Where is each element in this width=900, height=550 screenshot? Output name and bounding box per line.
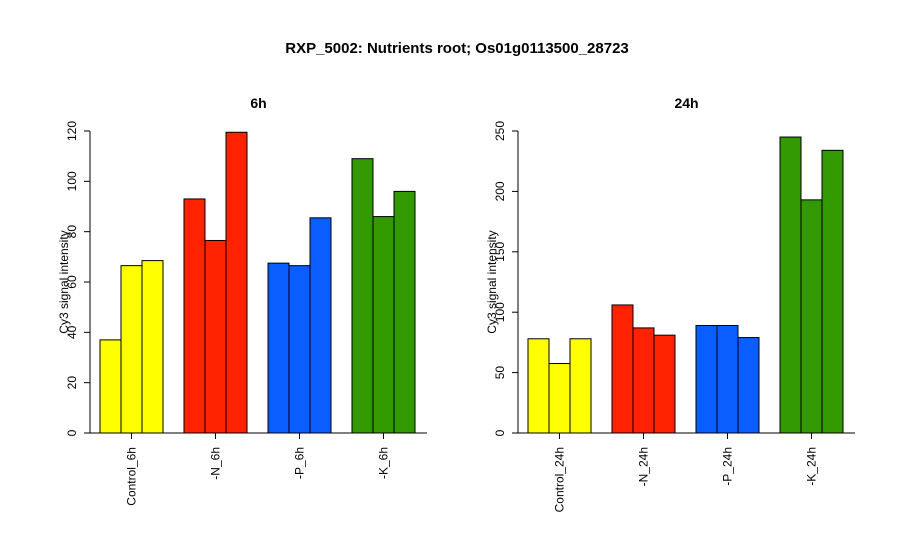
bar--N_6h-2 (204, 239, 227, 434)
bar-Control_24h-2 (548, 363, 571, 434)
y-tick-label: 100 (65, 171, 79, 191)
y-tick-label: 100 (493, 302, 507, 322)
bar-Control_6h-2 (120, 265, 143, 434)
bar--K_24h-1 (779, 136, 802, 434)
y-tick-label: 120 (65, 121, 79, 141)
bar--N_24h-1 (611, 304, 634, 434)
y-tick-label: 60 (65, 275, 79, 289)
y-tick-label: 0 (493, 429, 507, 436)
bar--P_24h-1 (695, 324, 718, 434)
x-tick-label: -P_24h (721, 447, 735, 486)
x-tick-label: -K_6h (377, 447, 391, 479)
bar--K_24h-3 (821, 149, 844, 434)
bar-Control_24h-3 (569, 338, 592, 434)
bar--P_6h-1 (267, 262, 290, 434)
bar-Control_24h-1 (527, 338, 550, 434)
y-tick-label: 150 (493, 241, 507, 261)
bar--N_6h-1 (183, 198, 206, 434)
bar--K_6h-3 (393, 190, 416, 434)
bar--K_6h-2 (372, 216, 395, 434)
bar--K_24h-2 (800, 199, 823, 434)
y-tick-label: 250 (493, 121, 507, 141)
panel-title: 24h (674, 95, 698, 111)
x-tick-label: -N_6h (209, 447, 223, 480)
bar--K_6h-1 (351, 158, 374, 434)
panel-title: 6h (250, 95, 266, 111)
bar-Control_6h-1 (99, 339, 122, 434)
bar--P_6h-2 (288, 265, 311, 434)
y-axis-label: Cy3 signal intensity (485, 230, 499, 333)
y-tick-label: 200 (493, 181, 507, 201)
x-tick-label: -K_24h (805, 447, 819, 486)
bar-Control_6h-3 (141, 260, 164, 434)
bar--P_6h-3 (309, 217, 332, 434)
y-tick-label: 20 (65, 376, 79, 390)
y-tick-label: 40 (65, 325, 79, 339)
x-tick-label: -P_6h (293, 447, 307, 479)
bar--P_24h-2 (716, 324, 739, 434)
bar--N_24h-2 (632, 327, 655, 434)
x-tick-label: Control_6h (125, 447, 139, 506)
y-tick-label: 50 (493, 366, 507, 380)
y-axis-label: Cy3 signal intensity (57, 230, 71, 333)
x-tick-label: Control_24h (553, 447, 567, 512)
bar--N_24h-3 (653, 334, 676, 434)
x-tick-label: -N_24h (637, 447, 651, 486)
y-tick-label: 80 (65, 225, 79, 239)
y-tick-label: 0 (65, 429, 79, 436)
chart-main-title: RXP_5002: Nutrients root; Os01g0113500_2… (285, 40, 629, 57)
bar--N_6h-3 (225, 131, 248, 434)
bar--P_24h-3 (737, 337, 760, 434)
